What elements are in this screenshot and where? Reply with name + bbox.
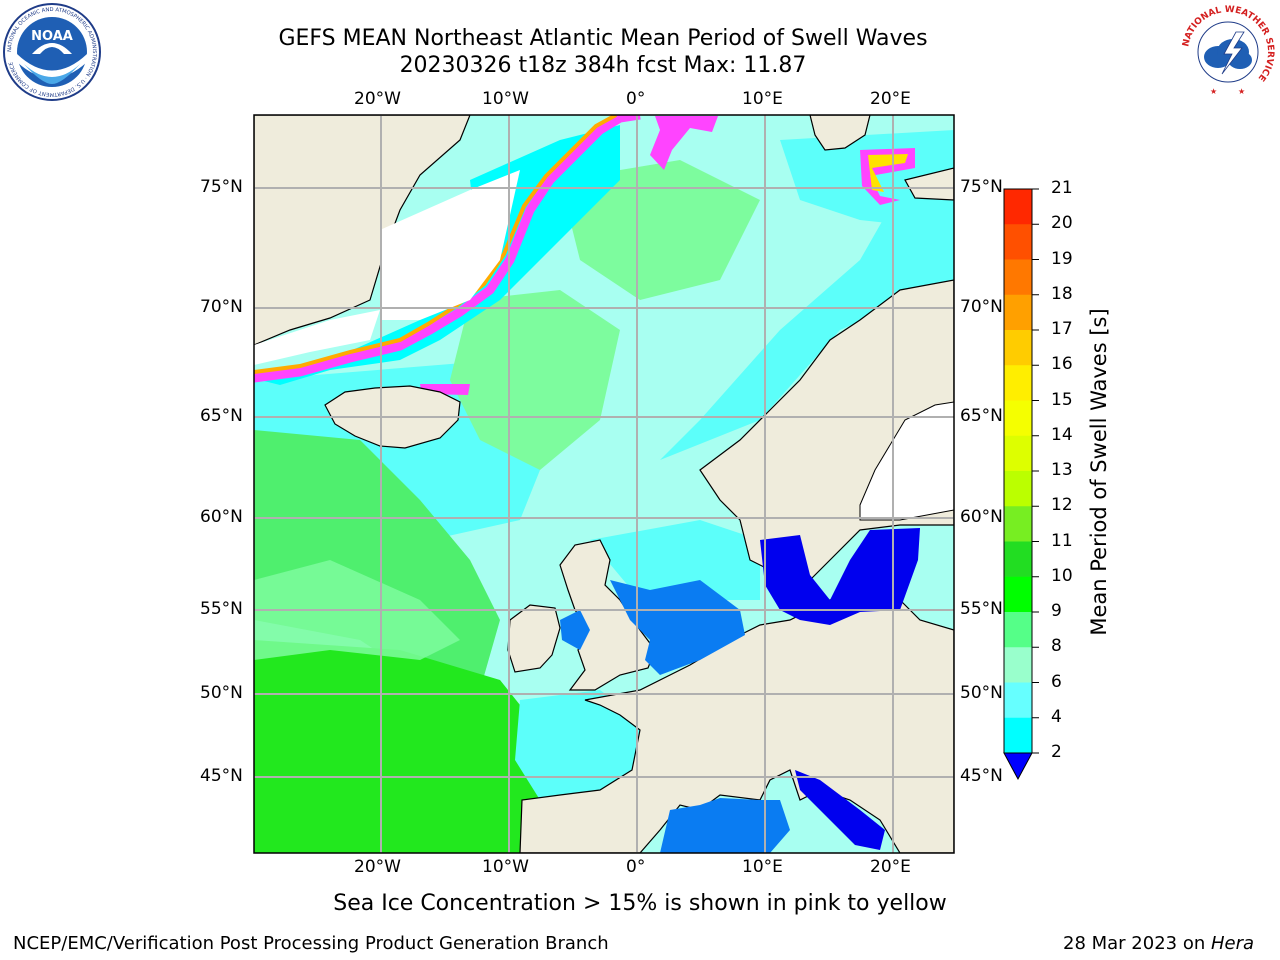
- lat-label-left-45n: 45°N: [200, 766, 243, 786]
- land-ireland: [507, 604, 561, 673]
- colorbar-tick-label: 16: [1051, 354, 1073, 375]
- colorbar-tick-label: 4: [1051, 706, 1062, 727]
- noaa-logo-text: NOAA: [31, 29, 73, 44]
- lat-label-left-50n: 50°N: [200, 683, 243, 703]
- lon-label-bottom-20e: 20°E: [870, 857, 911, 877]
- lon-label-top-10w: 10°W: [482, 89, 529, 109]
- colorbar-under-triangle: [1003, 752, 1033, 781]
- footer-machine: Hera: [1210, 933, 1255, 954]
- colorbar-tick-label: 20: [1051, 213, 1073, 234]
- lon-label-bottom-20w: 20°W: [354, 857, 401, 877]
- colorbar-tick-label: 21: [1051, 178, 1073, 198]
- sea-ice-edge: [254, 115, 641, 383]
- colorbar-tick-label: 12: [1051, 495, 1073, 516]
- footer-date: 28 Mar 2023 on Hera: [1063, 933, 1254, 954]
- lat-label-right-50n: 50°N: [960, 683, 1003, 703]
- lon-label-top-0: 0°: [626, 89, 646, 109]
- lat-label-right-60n: 60°N: [960, 507, 1003, 527]
- colorbar-segment: [1004, 541, 1032, 578]
- chart-title: GEFS MEAN Northeast Atlantic Mean Period…: [278, 26, 928, 51]
- lon-label-bottom-10w: 10°W: [482, 857, 529, 877]
- colorbar-segment: [1004, 717, 1032, 754]
- colorbar-segment: [1004, 435, 1032, 472]
- lon-label-top-10e: 10°E: [742, 89, 783, 109]
- unmodeled-area-denmark-strait: [254, 310, 380, 365]
- colorbar-segment: [1004, 259, 1032, 296]
- colorbar-segment: [1004, 576, 1032, 613]
- colorbar-segment: [1004, 224, 1032, 260]
- noaa-logo: NATIONAL OCEANIC AND ATMOSPHERIC ADMINIS…: [3, 3, 101, 101]
- lat-label-right-55n: 55°N: [960, 599, 1003, 619]
- colorbar: [1003, 188, 1039, 781]
- lat-label-left-75n: 75°N: [200, 177, 243, 197]
- swell-region-baltic: [760, 528, 920, 625]
- swell-region-norwegian-sea: [660, 190, 954, 460]
- nws-logo: NATIONAL WEATHER SERVICE ★ ★: [1180, 4, 1276, 100]
- footer-credit: NCEP/EMC/Verification Post Processing Pr…: [13, 933, 609, 954]
- swell-region-east-greenland: [260, 125, 620, 385]
- lat-label-left-65n: 65°N: [200, 406, 243, 426]
- chart-subtitle: 20230326 t18z 384h fcst Max: 11.87: [399, 53, 807, 78]
- lat-label-left-60n: 60°N: [200, 507, 243, 527]
- sea-ice-note: Sea Ice Concentration > 15% is shown in …: [333, 891, 947, 916]
- swell-region-biscay: [515, 690, 640, 800]
- sea-ice-edge-orange: [254, 115, 617, 374]
- colorbar-tick-label: 19: [1051, 248, 1073, 269]
- lon-label-top-20e: 20°E: [870, 89, 911, 109]
- swell-region-shelf-north-sea: [610, 580, 745, 675]
- colorbar-label: Mean Period of Swell Waves [s]: [1087, 308, 1111, 635]
- lat-label-right-65n: 65°N: [960, 406, 1003, 426]
- svg-text:★: ★: [1210, 87, 1217, 96]
- colorbar-segment: [1004, 647, 1032, 683]
- colorbar-segment: [1004, 330, 1032, 366]
- swell-region-north-sea: [590, 520, 760, 600]
- sea-ice-svalbard-yellow: [868, 154, 908, 192]
- footer-date-text: 28 Mar 2023 on: [1063, 933, 1211, 954]
- lon-label-top-20w: 20°W: [354, 89, 401, 109]
- unmodeled-area-gulf-of-bothnia: [859, 401, 954, 521]
- map-frame: [253, 114, 955, 854]
- colorbar-tick-label: 15: [1051, 389, 1073, 410]
- sea-ice-north: [650, 116, 718, 170]
- map-area: [254, 115, 954, 853]
- swell-region-irish-sea: [560, 610, 590, 650]
- colorbar-tick-label: 17: [1051, 319, 1073, 339]
- swell-region-green-mid: [450, 290, 620, 470]
- lat-label-left-55n: 55°N: [200, 599, 243, 619]
- gridlines: [254, 115, 954, 853]
- land-svalbard: [809, 115, 871, 151]
- lat-label-left-70n: 70°N: [200, 297, 243, 317]
- lat-label-right-45n: 45°N: [960, 766, 1003, 786]
- colorbar-tick-label: 10: [1051, 565, 1073, 586]
- colorbar-tick-label: 8: [1051, 636, 1062, 657]
- colorbar-tick-label: 2: [1051, 742, 1062, 762]
- colorbar-tick-label: 6: [1051, 671, 1062, 692]
- colorbar-segment: [1004, 506, 1032, 542]
- colorbar-segment: [1004, 612, 1032, 648]
- colorbar-segment: [1004, 365, 1032, 401]
- lat-label-right-75n: 75°N: [960, 177, 1003, 197]
- colorbar-tick-label: 11: [1051, 530, 1073, 551]
- colorbar-segment: [1004, 682, 1032, 719]
- swell-region-green-north: [560, 160, 760, 300]
- colorbar-tick-label: 9: [1051, 601, 1062, 621]
- colorbar-segment: [1004, 400, 1032, 437]
- colorbar-tick-label: 18: [1051, 283, 1073, 304]
- colorbar-segment: [1004, 471, 1032, 507]
- svg-text:★: ★: [1238, 87, 1245, 96]
- colorbar-tick-label: 13: [1051, 460, 1073, 480]
- lon-label-bottom-0: 0°: [626, 857, 646, 877]
- swell-region-mediterranean: [660, 798, 790, 853]
- colorbar-segment: [1004, 189, 1032, 225]
- lon-label-bottom-10e: 10°E: [742, 857, 783, 877]
- colorbar-tick-label: 14: [1051, 424, 1073, 445]
- unmodeled-area-greenland: [380, 170, 520, 320]
- land-northern-russia: [904, 167, 954, 201]
- swell-region-adriatic: [795, 770, 885, 850]
- lat-label-right-70n: 70°N: [960, 297, 1003, 317]
- colorbar-segment: [1004, 294, 1032, 331]
